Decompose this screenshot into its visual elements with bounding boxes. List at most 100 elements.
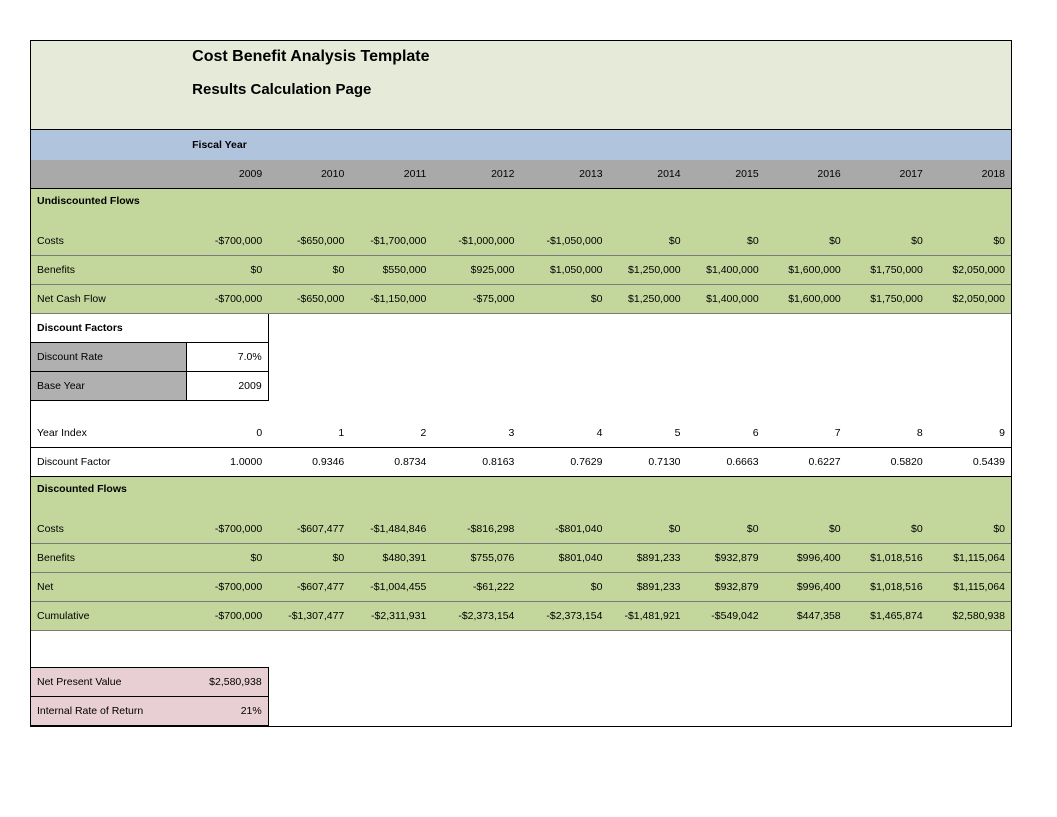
net-label: Net Cash Flow	[31, 285, 186, 314]
year-cell: 2010	[268, 160, 350, 189]
d-net-label: Net	[31, 573, 186, 602]
cell: -$1,050,000	[520, 227, 608, 256]
year-cell: 2011	[350, 160, 432, 189]
cell: -$700,000	[186, 285, 268, 314]
cell: -$1,000,000	[432, 227, 520, 256]
cell: -$1,307,477	[268, 602, 350, 631]
cell: $0	[847, 515, 929, 544]
year-cell: 2018	[929, 160, 1011, 189]
cell: -$650,000	[268, 227, 350, 256]
year-cell: 2015	[687, 160, 765, 189]
npv-row: Net Present Value $2,580,938	[31, 668, 1011, 697]
cell: -$816,298	[432, 515, 520, 544]
irr-row: Internal Rate of Return 21%	[31, 697, 1011, 726]
cell: $0	[268, 256, 350, 285]
base-year-value[interactable]: 2009	[186, 372, 268, 401]
cell: $1,465,874	[847, 602, 929, 631]
cell: $1,050,000	[520, 256, 608, 285]
npv-value: $2,580,938	[186, 668, 268, 697]
cell: 5	[608, 419, 686, 448]
year-cell: 2016	[765, 160, 847, 189]
cell: -$61,222	[432, 573, 520, 602]
cell: $0	[520, 573, 608, 602]
year-cell: 2014	[609, 160, 687, 189]
cell: 0.7130	[608, 448, 686, 477]
discount-factors-table: Discount Factors Discount Rate 7.0% Base…	[31, 314, 1011, 726]
year-cell: 2009	[186, 160, 268, 189]
spreadsheet-container: Cost Benefit Analysis Template Results C…	[30, 40, 1012, 727]
cell: 6	[687, 419, 765, 448]
cell: $1,600,000	[765, 285, 847, 314]
discount-factors-header: Discount Factors	[31, 314, 268, 343]
cell: -$75,000	[432, 285, 520, 314]
cell: $447,358	[765, 602, 847, 631]
year-cell: 2017	[847, 160, 929, 189]
cell: $1,400,000	[687, 256, 765, 285]
discounted-header-row: Discounted Flows	[31, 477, 1011, 516]
discounted-costs-row: Costs -$700,000 -$607,477 -$1,484,846 -$…	[31, 515, 1011, 544]
irr-label: Internal Rate of Return	[31, 697, 186, 726]
cell: $0	[608, 515, 686, 544]
cell: -$1,481,921	[608, 602, 686, 631]
discounted-header: Discounted Flows	[31, 477, 1011, 516]
base-year-row: Base Year 2009	[31, 372, 1011, 401]
cell: $996,400	[765, 573, 847, 602]
cell: -$700,000	[186, 602, 268, 631]
year-index-label: Year Index	[31, 419, 186, 448]
cell: 8	[847, 419, 929, 448]
cell: $0	[687, 227, 765, 256]
cell: $0	[687, 515, 765, 544]
cell: -$650,000	[268, 285, 350, 314]
cell: -$1,700,000	[350, 227, 432, 256]
cell: -$700,000	[186, 227, 268, 256]
base-year-label: Base Year	[31, 372, 186, 401]
cell: $2,580,938	[929, 602, 1011, 631]
d-benefits-label: Benefits	[31, 544, 186, 573]
cell: 3	[432, 419, 520, 448]
costs-label: Costs	[31, 227, 186, 256]
undiscounted-header: Undiscounted Flows	[31, 189, 1011, 228]
cell: -$1,484,846	[350, 515, 432, 544]
fiscal-year-row: Fiscal Year	[31, 130, 1011, 161]
fiscal-year-label: Fiscal Year	[186, 130, 268, 161]
cell: 0.5439	[929, 448, 1011, 477]
cell: -$607,477	[268, 573, 350, 602]
cell: $1,115,064	[929, 573, 1011, 602]
title-sub: Results Calculation Page	[186, 73, 1011, 105]
cell: $1,250,000	[609, 256, 687, 285]
cell: $2,050,000	[929, 256, 1011, 285]
cell: 0	[186, 419, 268, 448]
discount-rate-value[interactable]: 7.0%	[186, 343, 268, 372]
irr-value: 21%	[186, 697, 268, 726]
title-main: Cost Benefit Analysis Template	[186, 41, 1011, 73]
cell: 1.0000	[186, 448, 268, 477]
d-cumulative-label: Cumulative	[31, 602, 186, 631]
cell: -$1,004,455	[350, 573, 432, 602]
cell: $996,400	[765, 544, 847, 573]
cell: $1,115,064	[929, 544, 1011, 573]
discount-factor-row: Discount Factor 1.0000 0.9346 0.8734 0.8…	[31, 448, 1011, 477]
year-cell: 2012	[432, 160, 520, 189]
cell: $0	[520, 285, 608, 314]
cell: 4	[520, 419, 608, 448]
cell: $932,879	[687, 573, 765, 602]
cell: 0.5820	[847, 448, 929, 477]
cell: $1,400,000	[687, 285, 765, 314]
cell: $1,018,516	[847, 544, 929, 573]
undiscounted-header-row: Undiscounted Flows	[31, 189, 1011, 228]
discount-factors-header-row: Discount Factors	[31, 314, 1011, 343]
cell: $0	[765, 227, 847, 256]
cell: -$2,311,931	[350, 602, 432, 631]
cell: 0.6663	[687, 448, 765, 477]
discount-rate-row: Discount Rate 7.0%	[31, 343, 1011, 372]
cell: $891,233	[608, 573, 686, 602]
cell: -$2,373,154	[520, 602, 608, 631]
cell: $0	[847, 227, 929, 256]
title-spacer	[31, 105, 1011, 130]
cell: -$801,040	[520, 515, 608, 544]
discounted-net-row: Net -$700,000 -$607,477 -$1,004,455 -$61…	[31, 573, 1011, 602]
cell: $2,050,000	[929, 285, 1011, 314]
cell: 0.8734	[350, 448, 432, 477]
cell: -$2,373,154	[432, 602, 520, 631]
cell: $1,018,516	[847, 573, 929, 602]
